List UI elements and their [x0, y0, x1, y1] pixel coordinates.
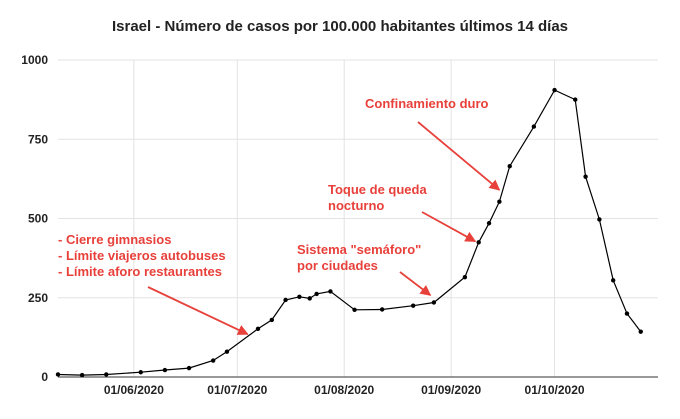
- y-tick-label: 0: [41, 370, 48, 384]
- data-point: [638, 329, 643, 334]
- data-point: [314, 291, 319, 297]
- annotation-text: por ciudades: [297, 258, 378, 273]
- data-point: [162, 367, 168, 373]
- data-point: [624, 311, 630, 316]
- annotation-text: - Límite aforo restaurantes: [58, 264, 222, 279]
- data-point: [224, 349, 230, 354]
- annotation-text: Confinamiento duro: [365, 96, 489, 111]
- data-point: [476, 240, 481, 245]
- data-point: [552, 87, 557, 93]
- x-tick-label: 01/06/2020: [104, 383, 164, 397]
- annotation-text: Toque de queda: [328, 182, 427, 197]
- data-point: [269, 317, 274, 323]
- annotation: Confinamiento duro: [365, 96, 501, 191]
- data-point: [210, 358, 216, 363]
- data-point: [573, 97, 578, 102]
- data-point: [104, 372, 109, 377]
- data-point: [55, 372, 61, 377]
- x-tick-label: 01/07/2020: [207, 383, 267, 397]
- annotation-arrow: [417, 121, 501, 191]
- annotation-text: - Límite viajeros autobuses: [58, 248, 226, 263]
- x-tick-label: 01/08/2020: [314, 383, 374, 397]
- x-tick-label: 01/10/2020: [525, 383, 585, 397]
- x-tick-label: 01/09/2020: [421, 383, 481, 397]
- data-point: [79, 372, 85, 378]
- data-point: [583, 174, 588, 179]
- annotation-arrow: [421, 211, 477, 243]
- y-tick-label: 1000: [21, 53, 48, 67]
- data-point: [283, 297, 288, 303]
- annotation: Sistema "semáforo"por ciudades: [297, 242, 432, 296]
- data-point: [255, 326, 261, 332]
- annotation-arrow: [399, 271, 432, 296]
- data-point: [352, 307, 357, 312]
- data-point: [462, 274, 468, 280]
- data-point: [138, 370, 143, 375]
- annotation-arrow: [147, 286, 249, 336]
- data-point: [486, 221, 492, 226]
- data-point: [379, 307, 385, 312]
- data-point: [507, 163, 512, 169]
- y-tick-label: 250: [28, 291, 48, 305]
- data-point: [410, 303, 416, 308]
- series-line: [57, 89, 642, 376]
- annotation-text: nocturno: [328, 198, 384, 213]
- data-point: [431, 300, 437, 305]
- data-point: [307, 296, 312, 301]
- data-point: [328, 289, 333, 294]
- data-point: [597, 217, 602, 222]
- data-point: [531, 124, 537, 129]
- annotation-text: Sistema "semáforo": [297, 242, 421, 257]
- data-point: [610, 278, 616, 283]
- data-point: [497, 199, 502, 204]
- y-tick-label: 500: [28, 212, 48, 226]
- annotation-text: - Cierre gimnasios: [58, 232, 171, 247]
- data-point: [297, 294, 302, 299]
- data-point: [186, 365, 192, 371]
- chart-title: Israel - Número de casos por 100.000 hab…: [111, 18, 568, 35]
- annotation: - Cierre gimnasios- Límite viajeros auto…: [58, 232, 249, 336]
- y-tick-label: 750: [28, 132, 48, 146]
